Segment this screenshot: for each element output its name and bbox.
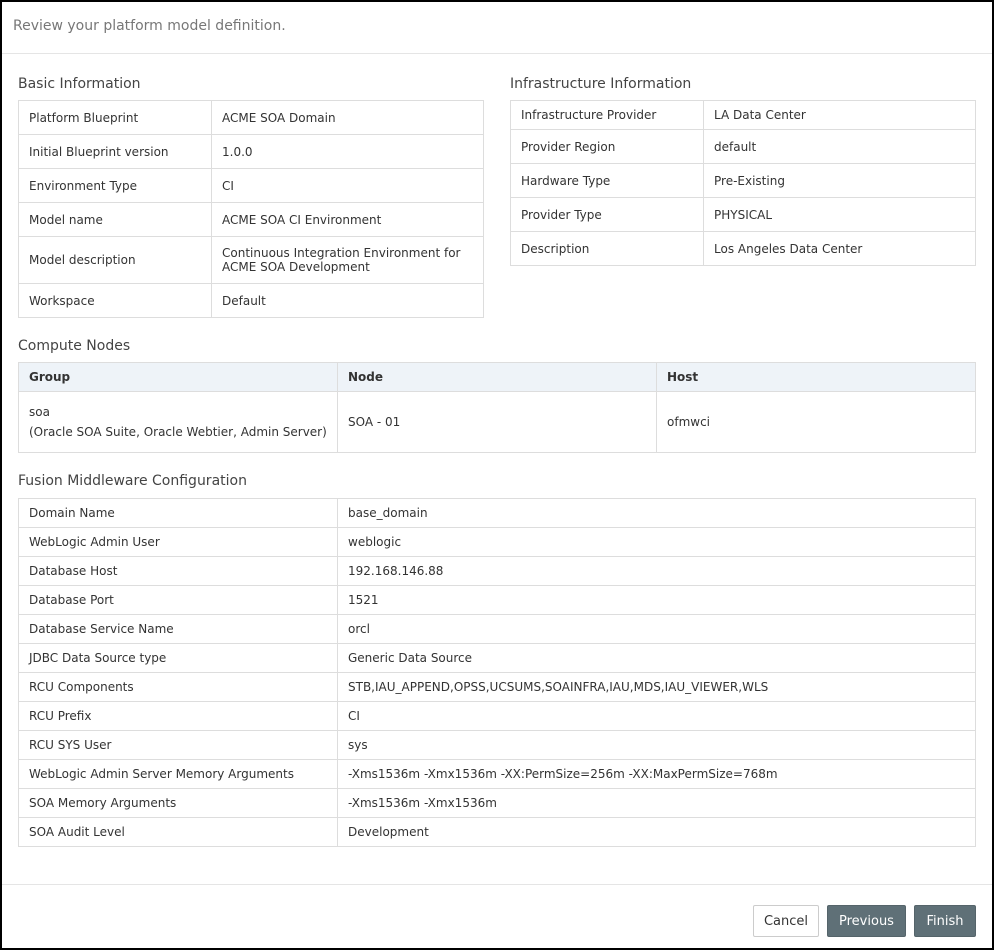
table-row: Hardware Type Pre-Existing [510, 163, 976, 198]
row-label: RCU Prefix [18, 701, 338, 731]
row-label: Provider Type [510, 197, 704, 232]
row-value: ACME SOA CI Environment [211, 202, 484, 237]
cell-group: soa (Oracle SOA Suite, Oracle Webtier, Ad… [18, 391, 338, 453]
previous-button[interactable]: Previous [827, 905, 906, 937]
table-row: Database Service Name orcl [18, 614, 976, 644]
table-row: Provider Type PHYSICAL [510, 197, 976, 232]
row-value: Los Angeles Data Center [703, 231, 976, 266]
row-value: -Xms1536m -Xmx1536m -XX:PermSize=256m -X… [337, 759, 976, 789]
table-row: Infrastructure Provider LA Data Center [510, 100, 976, 130]
row-label: Platform Blueprint [18, 100, 212, 135]
row-value: Development [337, 817, 976, 847]
compute-nodes-title: Compute Nodes [18, 338, 131, 354]
infra-info-table: Infrastructure Provider LA Data Center Pro… [510, 100, 976, 266]
col-node: Node [337, 362, 657, 392]
row-value: sys [337, 730, 976, 760]
table-row: Model name ACME SOA CI Environment [18, 202, 484, 237]
footer-divider [2, 884, 992, 885]
row-value: orcl [337, 614, 976, 644]
col-host: Host [656, 362, 976, 392]
table-row: Description Los Angeles Data Center [510, 231, 976, 266]
row-value: Generic Data Source [337, 643, 976, 673]
row-value: -Xms1536m -Xmx1536m [337, 788, 976, 818]
row-value: default [703, 129, 976, 164]
row-label: Model description [18, 236, 212, 284]
table-row: Workspace Default [18, 283, 484, 318]
dialog-title: Review your platform model definition. [2, 2, 992, 54]
row-value: base_domain [337, 498, 976, 528]
row-label: SOA Audit Level [18, 817, 338, 847]
basic-info-table: Platform Blueprint ACME SOA Domain Initial… [18, 100, 484, 318]
table-row: RCU Prefix CI [18, 701, 976, 731]
table-row: SOA Audit Level Development [18, 817, 976, 847]
row-label: Description [510, 231, 704, 266]
row-label: Domain Name [18, 498, 338, 528]
table-row: Database Port 1521 [18, 585, 976, 615]
row-value: 1521 [337, 585, 976, 615]
row-value: STB,IAU_APPEND,OPSS,UCSUMS,SOAINFRA,IAU,… [337, 672, 976, 702]
row-value: Pre-Existing [703, 163, 976, 198]
table-row: RCU SYS User sys [18, 730, 976, 760]
row-value: 192.168.146.88 [337, 556, 976, 586]
cell-node: SOA - 01 [337, 391, 657, 453]
table-row: Model description Continuous Integration … [18, 236, 484, 284]
fmw-config-title: Fusion Middleware Configuration [18, 473, 247, 489]
row-value: CI [337, 701, 976, 731]
table-row: WebLogic Admin Server Memory Arguments -X… [18, 759, 976, 789]
row-label: SOA Memory Arguments [18, 788, 338, 818]
table-row: Database Host 192.168.146.88 [18, 556, 976, 586]
row-value: ACME SOA Domain [211, 100, 484, 135]
table-row: Platform Blueprint ACME SOA Domain [18, 100, 484, 135]
row-label: Workspace [18, 283, 212, 318]
col-group: Group [18, 362, 338, 392]
group-name: soa [29, 405, 50, 419]
table-row: Domain Name base_domain [18, 498, 976, 528]
row-label: Database Service Name [18, 614, 338, 644]
row-label: RCU SYS User [18, 730, 338, 760]
table-row: SOA Memory Arguments -Xms1536m -Xmx1536m [18, 788, 976, 818]
basic-info-title: Basic Information [18, 76, 141, 92]
fmw-config-table: Domain Name base_domain WebLogic Admin Use… [18, 498, 976, 847]
group-detail: (Oracle SOA Suite, Oracle Webtier, Admin… [29, 425, 327, 439]
row-value: 1.0.0 [211, 134, 484, 169]
row-label: Database Port [18, 585, 338, 615]
row-value: Default [211, 283, 484, 318]
row-label: WebLogic Admin Server Memory Arguments [18, 759, 338, 789]
cell-host: ofmwci [656, 391, 976, 453]
row-value: weblogic [337, 527, 976, 557]
finish-button[interactable]: Finish [914, 905, 976, 937]
row-value: CI [211, 168, 484, 203]
table-row: soa (Oracle SOA Suite, Oracle Webtier, Ad… [18, 391, 976, 453]
table-row: Provider Region default [510, 129, 976, 164]
row-label: JDBC Data Source type [18, 643, 338, 673]
table-row: WebLogic Admin User weblogic [18, 527, 976, 557]
cancel-button[interactable]: Cancel [753, 905, 819, 937]
row-label: Infrastructure Provider [510, 100, 704, 130]
row-label: Provider Region [510, 129, 704, 164]
table-row: JDBC Data Source type Generic Data Source [18, 643, 976, 673]
row-label: RCU Components [18, 672, 338, 702]
row-label: Environment Type [18, 168, 212, 203]
row-label: Database Host [18, 556, 338, 586]
row-label: Model name [18, 202, 212, 237]
row-label: Initial Blueprint version [18, 134, 212, 169]
row-label: WebLogic Admin User [18, 527, 338, 557]
table-row: Initial Blueprint version 1.0.0 [18, 134, 484, 169]
infra-info-title: Infrastructure Information [510, 76, 692, 92]
row-value: LA Data Center [703, 100, 976, 130]
row-label: Hardware Type [510, 163, 704, 198]
compute-nodes-table: Group Node Host soa (Oracle SOA Suite, Or… [18, 362, 976, 453]
row-value: Continuous Integration Environment for A… [211, 236, 484, 284]
row-value: PHYSICAL [703, 197, 976, 232]
table-row: Environment Type CI [18, 168, 484, 203]
table-row: RCU Components STB,IAU_APPEND,OPSS,UCSUMS… [18, 672, 976, 702]
